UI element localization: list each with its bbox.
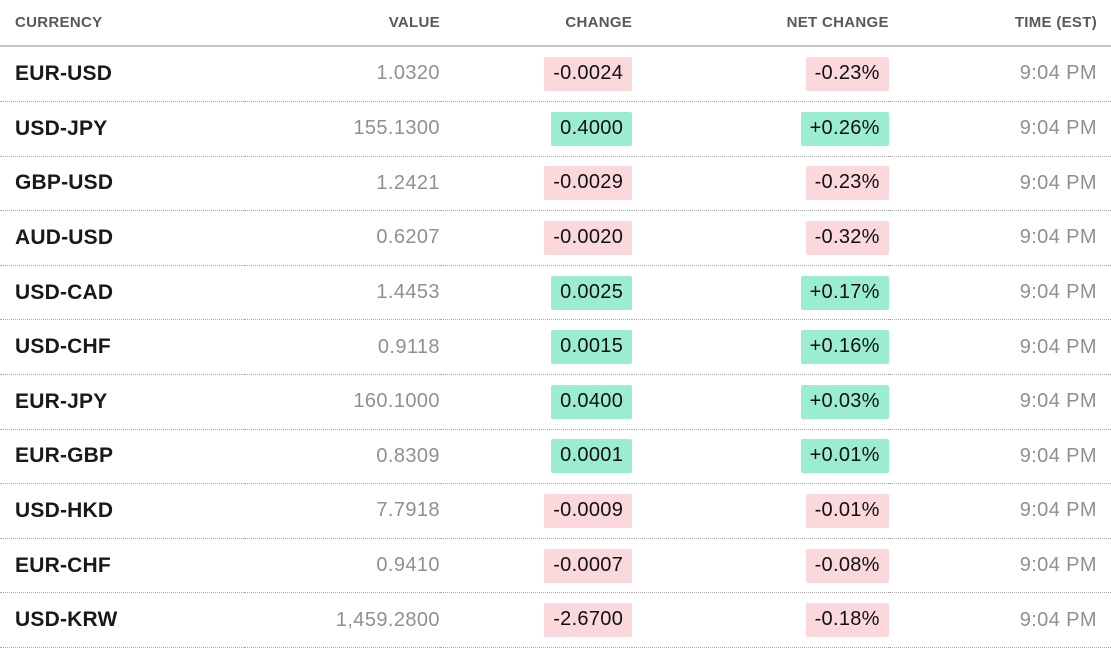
table-row: USD-JPY 155.1300 0.4000 +0.26% 9:04 PM xyxy=(0,100,1111,156)
value-cell: 1.2421 xyxy=(244,155,440,211)
column-header-time: TIME (EST) xyxy=(888,0,1111,47)
value-cell: 0.9118 xyxy=(244,319,440,375)
value-cell: 1,459.2800 xyxy=(244,592,440,648)
column-header-value: VALUE xyxy=(244,0,440,47)
change-badge: -0.0007 xyxy=(544,548,633,583)
net-change-badge: +0.17% xyxy=(800,275,889,310)
value-cell: 1.0320 xyxy=(376,62,440,85)
time-cell: 9:04 PM xyxy=(888,428,1111,484)
table-row: USD-HKD 7.7918 -0.0009 -0.01% 9:04 PM xyxy=(0,483,1111,539)
currency-pair-label: USD-KRW xyxy=(0,592,245,648)
currency-pair-label: EUR-USD xyxy=(15,61,113,85)
value-cell: 1.4453 xyxy=(244,264,440,320)
table-body: EUR-USD 1.0320 -0.0024 -0.23% 9:04 PM US… xyxy=(0,46,1111,648)
table-row: EUR-CHF 0.9410 -0.0007 -0.08% 9:04 PM xyxy=(0,537,1111,593)
change-badge: -0.0029 xyxy=(544,166,633,201)
net-change-badge: -0.23% xyxy=(805,56,889,91)
time-cell: 9:04 PM xyxy=(888,319,1111,375)
net-change-badge: +0.16% xyxy=(800,330,889,365)
currency-pair-label: AUD-USD xyxy=(0,210,245,266)
net-change-badge: +0.01% xyxy=(800,439,889,474)
table-row: USD-KRW 1,459.2800 -2.6700 -0.18% 9:04 P… xyxy=(0,592,1111,648)
currency-pair-label: EUR-CHF xyxy=(0,537,245,593)
time-cell: 9:04 PM xyxy=(888,264,1111,320)
time-cell: 9:04 PM xyxy=(888,592,1111,648)
value-cell: 155.1300 xyxy=(244,100,440,156)
currency-pair-label: EUR-GBP xyxy=(0,428,245,484)
time-cell: 9:04 PM xyxy=(888,483,1111,539)
change-badge: 0.0015 xyxy=(551,330,633,365)
currency-pair-label: USD-HKD xyxy=(0,483,245,539)
currency-pair-label: USD-JPY xyxy=(0,100,245,156)
currency-pair-label: USD-CHF xyxy=(0,319,245,375)
net-change-badge: -0.23% xyxy=(805,166,889,201)
value-cell: 0.6207 xyxy=(244,210,440,266)
net-change-badge: -0.08% xyxy=(805,548,889,583)
net-change-badge: +0.03% xyxy=(800,384,889,419)
table-header-row: CURRENCY VALUE CHANGE NET CHANGE TIME (E… xyxy=(0,0,1111,47)
value-cell: 160.1000 xyxy=(244,373,440,430)
table-row: AUD-USD 0.6207 -0.0020 -0.32% 9:04 PM xyxy=(0,210,1111,266)
table-row: EUR-USD 1.0320 -0.0024 -0.23% 9:04 PM xyxy=(0,46,1111,101)
currency-pair-label: USD-CAD xyxy=(0,264,245,320)
currency-pair-label: EUR-JPY xyxy=(0,373,245,430)
time-cell: 9:04 PM xyxy=(888,373,1111,430)
change-badge: 0.0025 xyxy=(551,275,633,310)
table-row: USD-CAD 1.4453 0.0025 +0.17% 9:04 PM xyxy=(0,264,1111,320)
table-row: GBP-USD 1.2421 -0.0029 -0.23% 9:04 PM xyxy=(0,155,1111,211)
time-cell: 9:04 PM xyxy=(888,210,1111,266)
table-row: EUR-JPY 160.1000 0.0400 +0.03% 9:04 PM xyxy=(0,373,1111,430)
column-header-currency: CURRENCY xyxy=(0,0,245,47)
net-change-badge: +0.26% xyxy=(800,111,889,146)
change-badge: 0.0400 xyxy=(551,384,633,419)
value-cell: 0.8309 xyxy=(244,428,440,484)
change-badge: -2.6700 xyxy=(544,603,633,638)
value-cell: 7.7918 xyxy=(244,483,440,539)
time-cell: 9:04 PM xyxy=(888,100,1111,156)
net-change-badge: -0.18% xyxy=(805,603,889,638)
change-badge: 0.4000 xyxy=(551,111,633,146)
change-badge: -0.0009 xyxy=(544,493,633,528)
net-change-badge: -0.01% xyxy=(805,493,889,528)
time-cell: 9:04 PM xyxy=(888,155,1111,211)
value-cell: 0.9410 xyxy=(244,537,440,593)
change-badge: -0.0020 xyxy=(544,220,633,255)
column-header-change: CHANGE xyxy=(439,0,633,47)
change-badge: -0.0024 xyxy=(544,56,633,91)
currency-pair-label: GBP-USD xyxy=(0,155,245,211)
change-badge: 0.0001 xyxy=(551,439,633,474)
time-cell: 9:04 PM xyxy=(1019,62,1097,85)
net-change-badge: -0.32% xyxy=(805,220,889,255)
table-row: EUR-GBP 0.8309 0.0001 +0.01% 9:04 PM xyxy=(0,428,1111,484)
time-cell: 9:04 PM xyxy=(888,537,1111,593)
column-header-net-change: NET CHANGE xyxy=(632,0,889,47)
table-row: USD-CHF 0.9118 0.0015 +0.16% 9:04 PM xyxy=(0,319,1111,375)
